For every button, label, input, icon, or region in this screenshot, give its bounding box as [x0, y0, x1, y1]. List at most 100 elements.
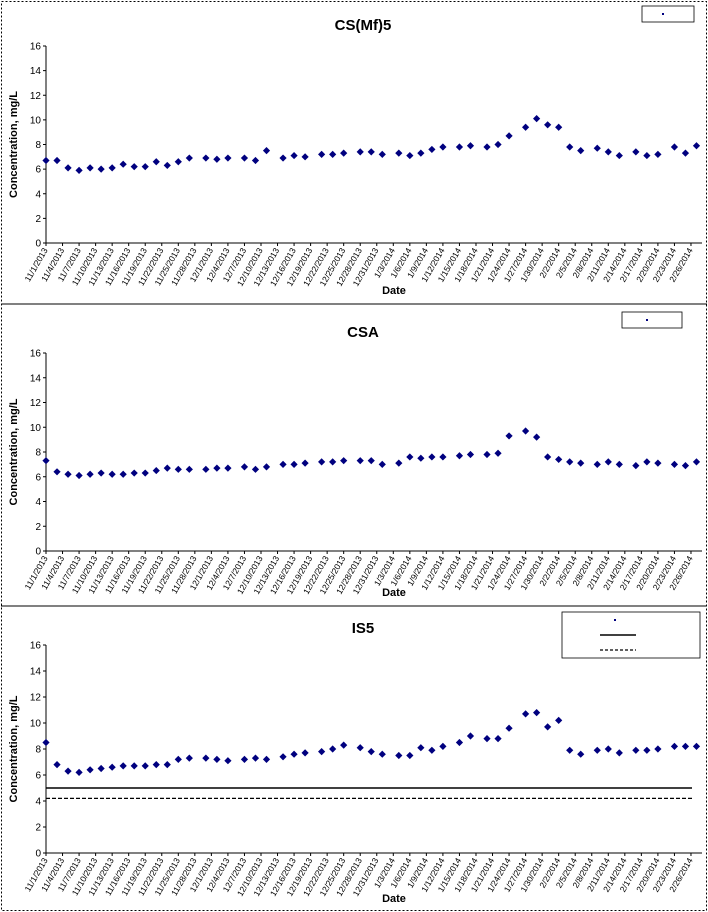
y-tick-label: 16: [30, 42, 42, 53]
data-point: [566, 458, 574, 466]
y-axis-title: Concentration, mg/L: [8, 398, 20, 505]
data-point: [604, 458, 612, 466]
data-point: [428, 746, 436, 754]
data-point: [251, 754, 260, 762]
data-point: [301, 749, 309, 757]
data-point: [42, 738, 50, 747]
y-tick-label: 0: [35, 547, 41, 558]
data-point: [202, 465, 210, 473]
y-tick-label: 12: [30, 398, 42, 409]
data-point: [654, 459, 662, 467]
data-point: [356, 148, 364, 156]
data-point: [692, 742, 701, 750]
data-point: [240, 755, 249, 763]
data-point: [417, 454, 425, 462]
data-point: [251, 156, 260, 165]
data-point: [119, 160, 127, 168]
data-point: [505, 132, 513, 140]
data-point: [670, 143, 679, 151]
y-tick-label: 2: [35, 522, 41, 533]
data-point: [152, 466, 160, 475]
y-tick-label: 0: [35, 239, 41, 250]
chart-title: IS5: [352, 620, 375, 637]
data-point: [692, 458, 701, 466]
data-point: [681, 462, 690, 470]
data-point: [406, 151, 414, 160]
data-point: [108, 470, 116, 478]
data-point: [53, 156, 61, 165]
data-point: [494, 140, 502, 149]
chart-title: CSA: [347, 324, 379, 341]
data-point: [395, 149, 403, 157]
data-point: [174, 465, 182, 473]
data-point: [555, 455, 563, 464]
y-tick-label: 10: [30, 719, 42, 730]
y-tick-label: 8: [35, 745, 41, 756]
data-point: [367, 457, 375, 465]
data-point: [681, 742, 690, 750]
data-point: [378, 750, 386, 758]
data-point: [577, 750, 585, 758]
data-point: [615, 749, 623, 757]
data-point: [406, 751, 414, 760]
data-point: [455, 738, 464, 747]
data-point: [643, 151, 651, 160]
y-tick-label: 12: [30, 91, 42, 102]
y-tick-label: 8: [35, 448, 41, 459]
data-point: [224, 464, 232, 472]
y-tick-label: 8: [35, 140, 41, 151]
data-point: [593, 746, 601, 754]
data-point: [533, 115, 541, 123]
data-point: [505, 432, 513, 440]
data-point: [240, 154, 249, 162]
data-point: [406, 453, 414, 461]
y-tick-label: 6: [35, 165, 41, 176]
data-point: [75, 471, 83, 480]
y-axis-title: Concentration, mg/L: [8, 91, 20, 198]
data-point: [483, 735, 491, 743]
data-point: [64, 164, 72, 172]
data-point: [262, 463, 271, 471]
data-point: [544, 121, 552, 129]
data-point: [64, 470, 72, 478]
y-tick-label: 6: [35, 472, 41, 483]
data-point: [378, 150, 386, 158]
data-point: [417, 744, 425, 752]
data-point: [130, 469, 138, 477]
data-point: [521, 427, 530, 435]
data-point: [356, 744, 364, 752]
data-point: [566, 143, 574, 151]
data-point: [340, 149, 348, 157]
data-point: [577, 147, 585, 155]
data-point: [356, 457, 364, 465]
data-point: [329, 745, 337, 753]
y-tick-label: 14: [30, 66, 42, 77]
data-point: [466, 142, 475, 150]
y-tick-label: 16: [30, 349, 42, 360]
data-point: [455, 452, 464, 460]
legend-marker: [614, 619, 616, 621]
data-point: [466, 732, 475, 740]
data-point: [483, 143, 491, 151]
data-point: [483, 450, 491, 459]
data-point: [224, 757, 232, 765]
data-point: [329, 150, 337, 158]
data-point: [533, 433, 541, 441]
data-point: [240, 463, 249, 471]
data-point: [86, 164, 94, 172]
data-point: [378, 460, 386, 468]
legend-box: [621, 311, 683, 329]
data-point: [108, 763, 116, 771]
data-point: [643, 458, 651, 466]
data-point: [670, 742, 679, 750]
data-point: [318, 458, 326, 466]
data-point: [213, 755, 221, 763]
data-point: [593, 144, 601, 152]
data-point: [577, 459, 585, 467]
data-point: [97, 469, 105, 477]
data-point: [544, 453, 552, 461]
data-point: [692, 142, 701, 150]
